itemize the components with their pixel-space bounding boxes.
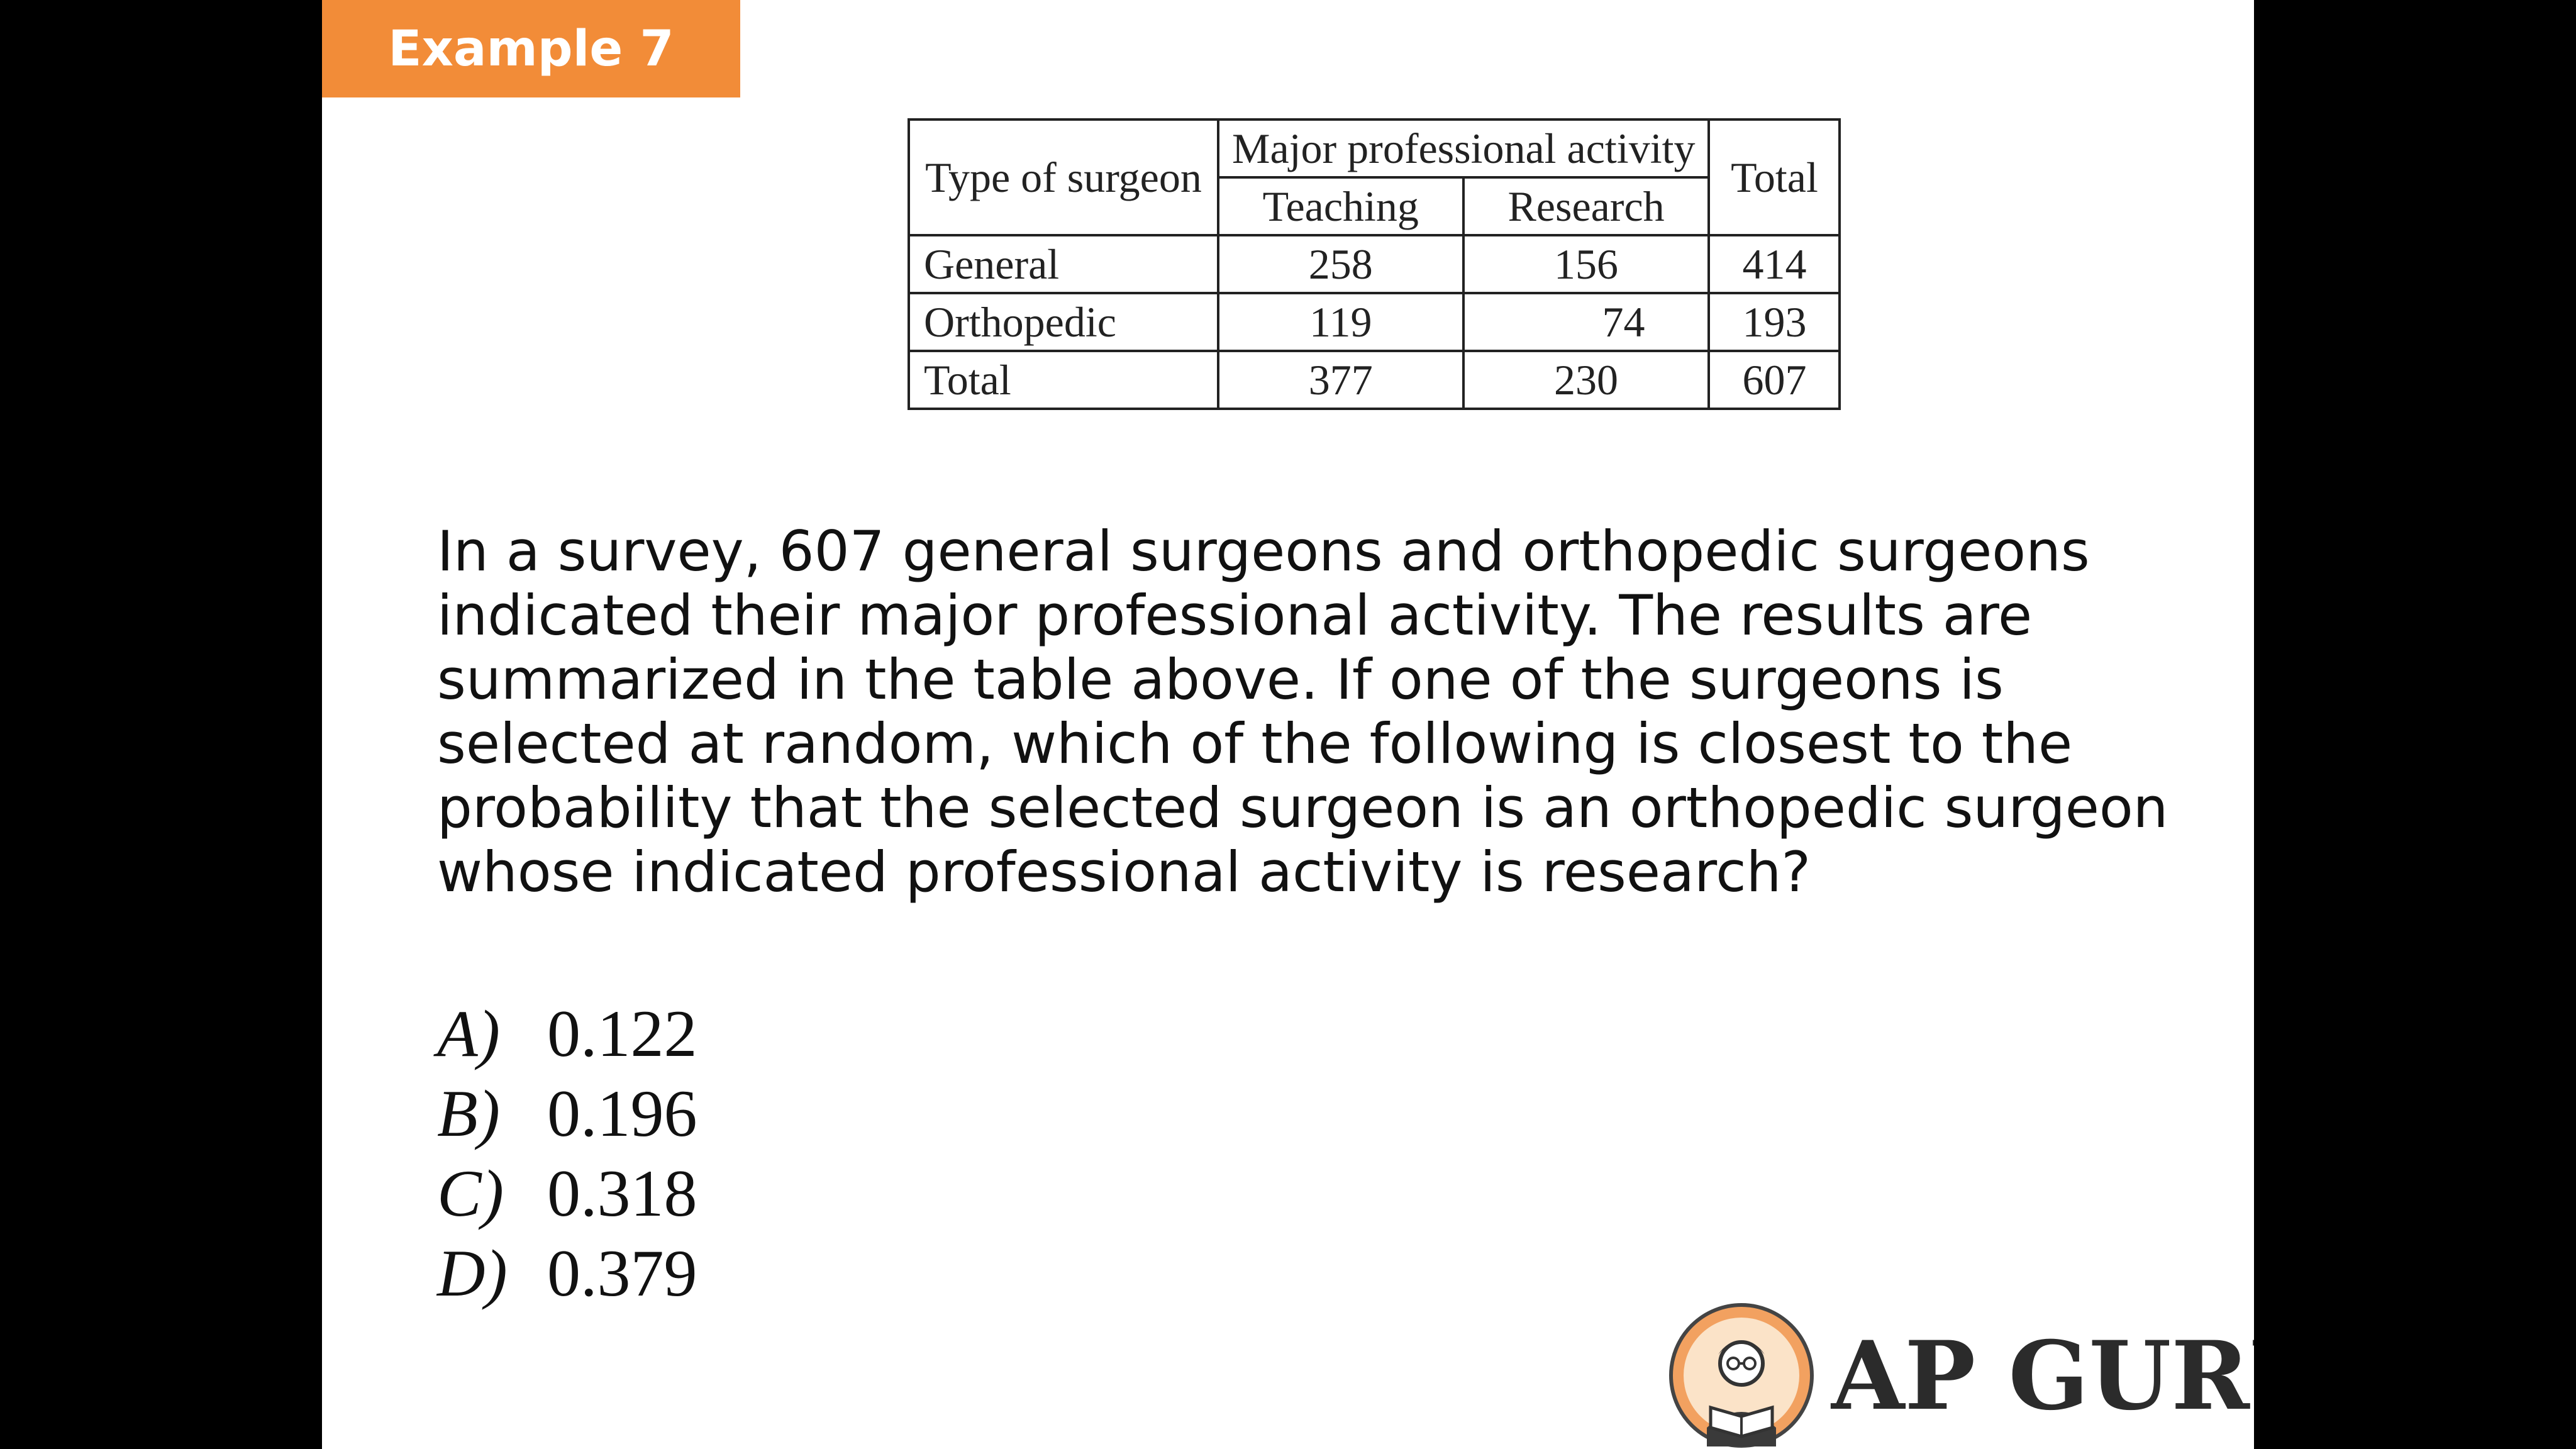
cell-general-research: 156 <box>1462 234 1711 294</box>
slide: Example 7 Type of surgeon Major professi… <box>322 0 2254 1449</box>
ap-guru-logo: AP GURU <box>1668 1302 2254 1449</box>
example-badge: Example 7 <box>322 0 740 97</box>
cell-general-teaching: 258 <box>1217 234 1465 294</box>
table-header-row: Type of surgeon Major professional activ… <box>908 118 1841 236</box>
cell-total-teaching: 377 <box>1217 350 1465 410</box>
cell-orthopedic-total: 193 <box>1707 292 1841 352</box>
answer-choices: A) 0.122 B) 0.196 C) 0.318 D) 0.379 <box>437 994 697 1313</box>
choice-value: 0.318 <box>547 1157 697 1230</box>
table-row: General 258 156 414 <box>908 234 1841 294</box>
table-subheader-row: Teaching Research <box>909 176 1840 236</box>
row-label-general: General <box>908 234 1219 294</box>
table-row: Orthopedic 119 74 193 <box>908 292 1841 352</box>
cell-general-total: 414 <box>1707 234 1841 294</box>
choice-value: 0.122 <box>547 997 697 1070</box>
cell-total-total: 607 <box>1707 350 1841 410</box>
cell-orthopedic-teaching: 119 <box>1217 292 1465 352</box>
example-badge-label: Example 7 <box>388 20 674 77</box>
choice-value: 0.196 <box>547 1077 697 1150</box>
cell-total-research: 230 <box>1462 350 1711 410</box>
choice-letter: A) <box>437 997 501 1070</box>
header-total: Total <box>1707 118 1841 236</box>
choice-letter: C) <box>437 1157 504 1230</box>
choice-b: B) 0.196 <box>437 1074 697 1153</box>
choice-c: C) 0.318 <box>437 1153 697 1233</box>
choice-value: 0.379 <box>547 1236 697 1310</box>
cell-orthopedic-research: 74 <box>1462 292 1711 352</box>
header-major-professional-activity: Major professional activity <box>1216 118 1711 179</box>
header-research: Research <box>1462 176 1711 236</box>
question-text: In a survey, 607 general surgeons and or… <box>437 519 2168 904</box>
row-label-total: Total <box>908 350 1219 410</box>
header-teaching: Teaching <box>1217 176 1465 236</box>
choice-letter: B) <box>437 1077 501 1150</box>
choice-letter: D) <box>437 1236 508 1310</box>
choice-d: D) 0.379 <box>437 1233 697 1313</box>
reading-person-icon <box>1669 1303 1814 1448</box>
header-type-of-surgeon: Type of surgeon <box>908 118 1219 236</box>
row-label-orthopedic: Orthopedic <box>908 292 1219 352</box>
surgeon-activity-table: Type of surgeon Major professional activ… <box>908 118 1841 410</box>
choice-a: A) 0.122 <box>437 994 697 1074</box>
logo-text: AP GURU <box>1831 1321 2254 1431</box>
table-row: Total 377 230 607 <box>908 350 1841 410</box>
